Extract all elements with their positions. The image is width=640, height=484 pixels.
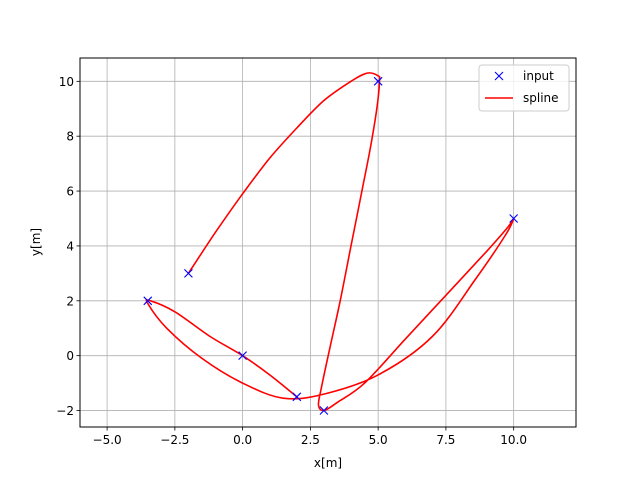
x-tick-label: 5.0 xyxy=(369,433,388,447)
marker-stroke xyxy=(494,71,504,81)
marker-stroke xyxy=(509,214,519,223)
input-point xyxy=(373,76,383,86)
y-tick-label: 8 xyxy=(66,130,74,144)
x-tick-label: 2.5 xyxy=(301,433,320,447)
input-point xyxy=(509,214,519,223)
y-tick-label: −2 xyxy=(56,404,74,418)
legend-input-cross xyxy=(494,71,504,81)
marker-stroke xyxy=(143,296,153,306)
input-point xyxy=(238,351,248,361)
legend-frame xyxy=(478,64,570,112)
x-tick-label: 10.0 xyxy=(500,433,527,447)
legend-spline-label: spline xyxy=(523,91,559,105)
x-tick-label: 0.0 xyxy=(233,433,252,447)
x-tick-label: 7.5 xyxy=(436,433,455,447)
x-tick-label: −2.5 xyxy=(160,433,189,447)
y-tick-label: 0 xyxy=(66,349,74,363)
series-layer xyxy=(143,72,519,415)
input-point xyxy=(319,406,329,415)
y-tick-label: 6 xyxy=(66,185,74,199)
input-point xyxy=(143,296,153,306)
ticks-layer: −5.0 −2.5 0.0 2.5 5.0 7.5 10.0 −2 0 2 4 6 8 10 xyxy=(56,75,527,447)
x-axis-label: x[m] xyxy=(314,456,342,470)
marker-stroke xyxy=(292,392,302,402)
plot-frame xyxy=(79,57,577,428)
legend-input-marker xyxy=(494,71,504,81)
x-tick-label: −5.0 xyxy=(93,433,122,447)
y-tick-label: 2 xyxy=(66,294,74,308)
y-axis-label: y[m] xyxy=(29,228,43,256)
marker-stroke xyxy=(238,351,248,361)
y-tick-label: 4 xyxy=(66,239,74,253)
marker-stroke xyxy=(373,76,383,86)
spline-line xyxy=(145,72,515,412)
marker-stroke xyxy=(319,406,329,415)
marker-stroke xyxy=(184,268,193,278)
y-tick-label: 10 xyxy=(59,75,74,89)
input-point xyxy=(292,392,302,402)
input-point xyxy=(184,268,193,278)
legend-input-label: input xyxy=(523,69,554,83)
legend: input spline xyxy=(478,64,570,112)
